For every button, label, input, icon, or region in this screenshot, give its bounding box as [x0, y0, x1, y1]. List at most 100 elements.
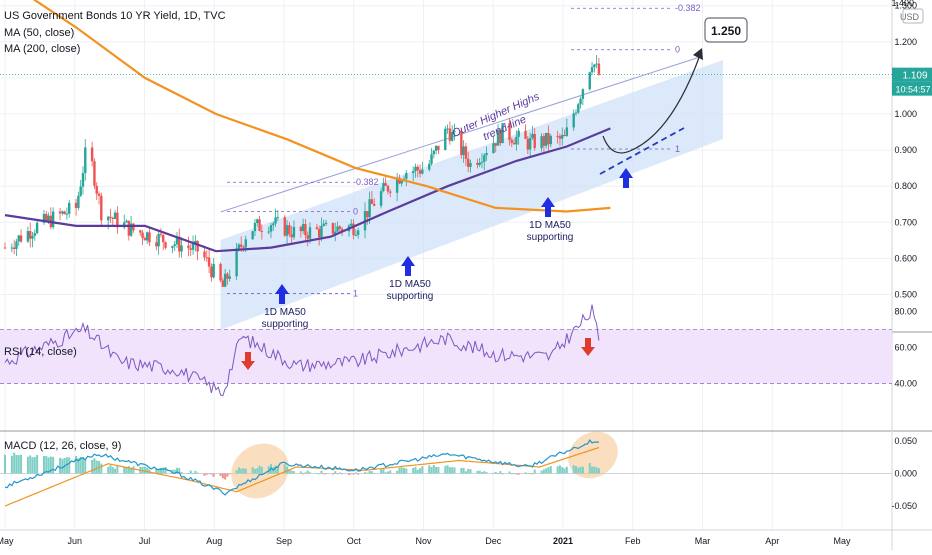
ma50-legend: MA (50, close) — [4, 27, 75, 39]
candle-body — [148, 232, 151, 243]
support-arrow — [275, 284, 289, 304]
last-price-badge — [892, 67, 932, 82]
candle-body — [499, 130, 502, 144]
candle-body — [269, 225, 273, 232]
candle-body — [590, 67, 594, 73]
macd-histogram-bar — [515, 473, 518, 475]
candle-body — [428, 163, 431, 170]
candle-body — [244, 239, 247, 248]
candle-body — [19, 235, 23, 242]
candle-body — [260, 230, 264, 232]
candle-body — [304, 224, 307, 236]
macd-histogram-bar — [221, 473, 224, 479]
candle-body — [533, 133, 536, 149]
candle-body — [159, 233, 163, 235]
macd-histogram-bar — [421, 466, 424, 474]
candle-body — [288, 225, 291, 235]
candle-body — [411, 171, 415, 173]
candle-body — [434, 145, 438, 151]
candle-body — [372, 203, 376, 206]
candle-body — [212, 263, 215, 278]
candle-body — [540, 136, 543, 149]
macd-histogram-bar — [497, 473, 500, 475]
macd-histogram-bar — [26, 456, 29, 474]
macd-histogram-bar — [15, 454, 18, 474]
candle-body — [597, 63, 601, 75]
macd-histogram-bar — [389, 470, 392, 474]
macd-histogram-bar — [189, 470, 192, 474]
y-tick-label: 0.600 — [894, 253, 917, 263]
macd-histogram-bar — [542, 469, 545, 474]
candle-body — [476, 162, 479, 165]
fib-level-label: -0.382 — [675, 3, 701, 13]
y-tick-label: 1.400 — [891, 0, 914, 8]
x-tick-label: May — [833, 536, 851, 546]
fib-level-label: 1 — [353, 288, 358, 298]
macd-histogram-bar — [412, 467, 415, 474]
candle-body — [251, 231, 254, 240]
candle-body — [512, 142, 516, 145]
countdown-badge — [892, 81, 932, 96]
candle-body — [283, 217, 286, 236]
macd-histogram-bar — [148, 469, 151, 474]
candle-body — [180, 245, 183, 252]
candle-body — [563, 134, 566, 136]
candle-body — [299, 226, 303, 232]
candle-body — [398, 177, 401, 184]
macd-histogram-bar — [292, 471, 295, 474]
candle-body — [129, 223, 133, 236]
candle-body — [386, 185, 390, 192]
macd-histogram-bar — [435, 466, 438, 474]
candle-body — [308, 227, 312, 239]
macd-histogram-bar — [114, 468, 117, 474]
chart-title: US Government Bonds 10 YR Yield, 1D, TVC — [4, 10, 226, 22]
macd-histogram-bar — [304, 472, 307, 474]
macd-histogram-bar — [524, 472, 527, 474]
macd-histogram-bar — [513, 473, 516, 474]
candle-body — [292, 226, 296, 238]
candle-body — [561, 134, 564, 139]
macd-histogram-bar — [380, 469, 383, 474]
candle-body — [164, 242, 167, 248]
candle-body — [320, 225, 323, 238]
macd-histogram-bar — [483, 471, 486, 474]
macd-histogram-bar — [334, 471, 337, 474]
macd-histogram-bar — [531, 473, 534, 475]
macd-histogram-bar — [111, 467, 114, 474]
macd-histogram-bar — [444, 465, 447, 474]
macd-histogram-bar — [597, 468, 600, 474]
rsi-legend: RSI (14, close) — [4, 346, 77, 358]
macd-histogram-bar — [10, 455, 13, 474]
candle-body — [256, 219, 259, 223]
candle-body — [492, 143, 495, 153]
macd-histogram-bar — [476, 470, 479, 474]
candle-body — [338, 226, 341, 229]
macd-histogram-bar — [593, 466, 596, 474]
candle-body — [100, 195, 103, 221]
macd-histogram-bar — [414, 466, 417, 474]
x-tick-label: Jun — [67, 536, 82, 546]
macd-histogram-bar — [100, 463, 103, 474]
macd-histogram-bar — [224, 473, 227, 480]
macd-histogram-bar — [157, 469, 160, 474]
candle-body — [276, 217, 280, 219]
macd-histogram-bar — [146, 467, 149, 474]
candle-body — [446, 128, 449, 130]
candle-body — [239, 244, 243, 247]
ma50-support-label: supporting — [262, 319, 309, 330]
macd-histogram-bar — [251, 467, 254, 474]
candle-body — [352, 223, 355, 236]
target-callout-label: 1.250 — [711, 24, 741, 38]
macd-histogram-bar — [322, 473, 325, 475]
macd-histogram-bar — [228, 473, 231, 475]
macd-histogram-bar — [533, 469, 536, 474]
y-tick-label: 1.200 — [894, 37, 917, 47]
projection-curve — [602, 54, 701, 154]
candle-body — [558, 136, 562, 139]
ma50-support-label: supporting — [527, 232, 574, 243]
macd-histogram-bar — [45, 456, 48, 474]
candle-body — [109, 216, 112, 218]
candle-body — [125, 220, 128, 223]
